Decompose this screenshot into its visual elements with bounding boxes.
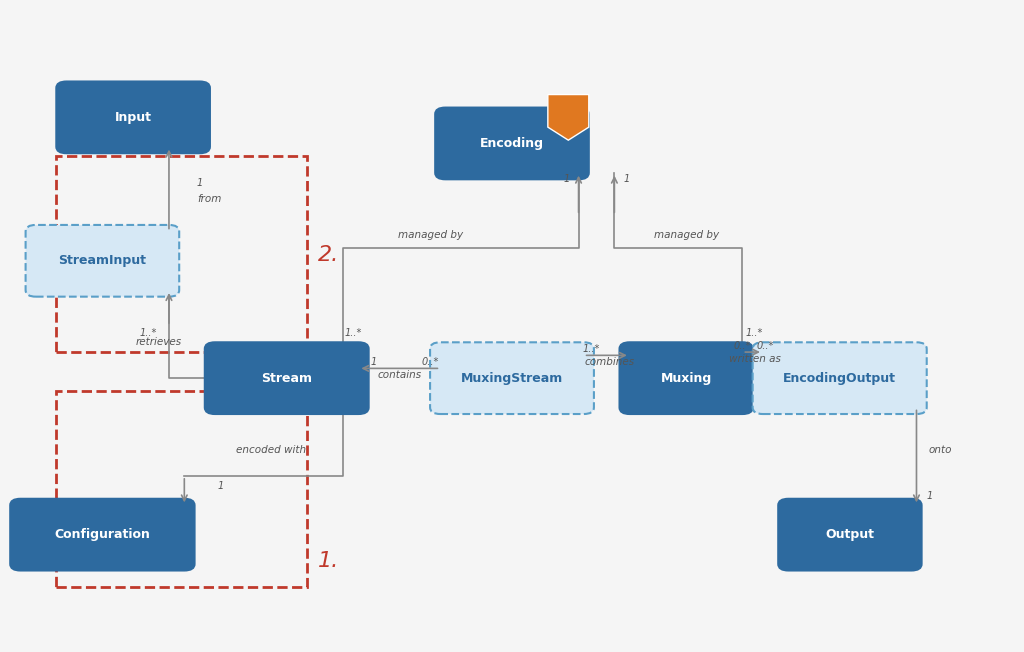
- Polygon shape: [548, 95, 589, 140]
- FancyBboxPatch shape: [56, 82, 210, 153]
- Text: StreamInput: StreamInput: [58, 254, 146, 267]
- FancyBboxPatch shape: [620, 342, 753, 414]
- Text: EncodingOutput: EncodingOutput: [783, 372, 896, 385]
- Text: 1..*: 1..*: [140, 327, 157, 338]
- Text: 0..*: 0..*: [734, 340, 751, 351]
- FancyBboxPatch shape: [26, 225, 179, 297]
- Text: 1: 1: [563, 174, 569, 185]
- Text: 1..*: 1..*: [345, 327, 361, 338]
- Text: 1..*: 1..*: [746, 327, 763, 338]
- Text: contains: contains: [377, 370, 422, 380]
- FancyBboxPatch shape: [778, 499, 922, 570]
- FancyBboxPatch shape: [430, 342, 594, 414]
- Text: managed by: managed by: [397, 230, 463, 240]
- Text: 0..*: 0..*: [757, 340, 773, 351]
- Text: managed by: managed by: [653, 230, 719, 240]
- Text: 1: 1: [624, 174, 630, 185]
- Text: 2.: 2.: [317, 244, 339, 265]
- Text: 1: 1: [197, 177, 203, 188]
- Text: Encoding: Encoding: [480, 137, 544, 150]
- FancyBboxPatch shape: [753, 342, 927, 414]
- Text: onto: onto: [929, 445, 951, 455]
- Text: Input: Input: [115, 111, 152, 124]
- Text: retrieves: retrieves: [135, 337, 182, 348]
- FancyBboxPatch shape: [10, 499, 195, 570]
- FancyBboxPatch shape: [435, 108, 589, 179]
- Text: Configuration: Configuration: [54, 528, 151, 541]
- Text: 1..*: 1..*: [583, 344, 599, 354]
- FancyBboxPatch shape: [205, 342, 369, 414]
- Text: 1: 1: [927, 490, 933, 501]
- Text: 1: 1: [217, 481, 223, 491]
- Text: Output: Output: [825, 528, 874, 541]
- Text: Muxing: Muxing: [660, 372, 712, 385]
- Text: written as: written as: [729, 353, 780, 364]
- Text: Stream: Stream: [261, 372, 312, 385]
- Text: encoded with: encoded with: [237, 445, 306, 455]
- Text: from: from: [198, 194, 222, 204]
- Text: combines: combines: [585, 357, 634, 367]
- Text: 0..*: 0..*: [422, 357, 438, 367]
- Text: 1: 1: [371, 357, 377, 367]
- Text: 1.: 1.: [317, 551, 339, 571]
- Text: MuxingStream: MuxingStream: [461, 372, 563, 385]
